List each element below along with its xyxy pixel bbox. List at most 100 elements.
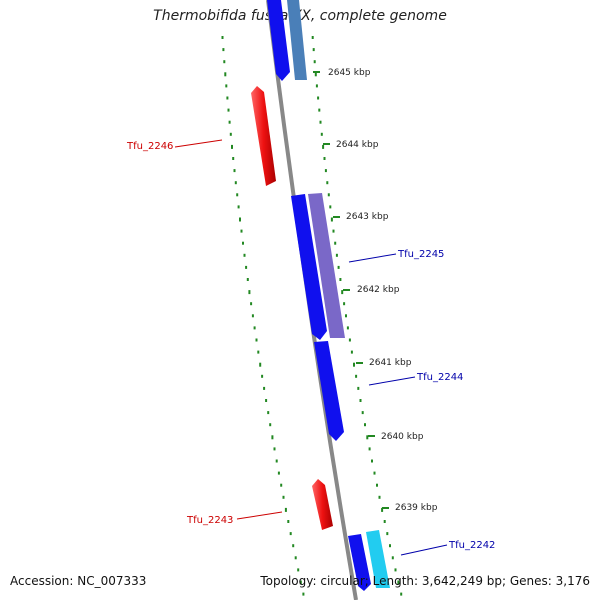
- track-dot: [381, 507, 384, 512]
- track-dot: [297, 568, 300, 572]
- track-dot: [231, 144, 233, 149]
- gene-arrow-tfu-2244[interactable]: [314, 341, 344, 441]
- track-dot: [311, 36, 314, 39]
- track-dot: [357, 386, 360, 390]
- track-dot: [246, 278, 249, 281]
- track-dot: [322, 144, 325, 149]
- gene-labels: Tfu_2246 Tfu_2243 Tfu_2245 Tfu_2244 Tfu_…: [126, 141, 495, 551]
- track-dot: [330, 217, 333, 222]
- track-dot: [229, 132, 232, 136]
- gene-label-tfu-2244[interactable]: Tfu_2244: [416, 372, 463, 383]
- scale-tick-marks: [313, 71, 389, 509]
- track-dot: [397, 580, 400, 585]
- track-dot: [341, 290, 344, 295]
- track-dot: [292, 544, 295, 548]
- track-dot: [250, 302, 253, 306]
- track-dot: [253, 326, 256, 330]
- scale-tick-label: 2644 kbp: [336, 140, 379, 150]
- track-dot: [335, 253, 338, 257]
- scale-tick-label: 2640 kbp: [381, 432, 424, 442]
- forward-genes: [267, 0, 390, 591]
- track-dot: [334, 241, 337, 245]
- track-dot: [302, 592, 305, 596]
- track-dot: [267, 411, 270, 415]
- gene-label-tfu-2245[interactable]: Tfu_2245: [397, 249, 444, 260]
- track-dot: [237, 205, 240, 209]
- track-dot: [255, 338, 258, 342]
- track-dot: [263, 386, 266, 390]
- gene-label-tfu-2242[interactable]: Tfu_2242: [448, 540, 495, 551]
- track-dot: [324, 169, 327, 173]
- genome-summary-text: Topology: circular; Length: 3,642,249 bp…: [260, 574, 590, 588]
- track-dot: [248, 290, 251, 295]
- track-dot: [245, 265, 248, 269]
- track-dot: [386, 532, 389, 536]
- track-dot: [383, 520, 386, 523]
- track-dot: [312, 48, 315, 52]
- track-dot: [394, 568, 397, 572]
- track-dot: [243, 253, 246, 257]
- track-dot: [378, 495, 381, 499]
- gene-arrow-1[interactable]: [267, 0, 290, 81]
- track-dot: [257, 350, 260, 354]
- track-dot: [319, 120, 322, 124]
- track-dot: [400, 592, 403, 596]
- track-dot: [314, 72, 317, 77]
- gene-arrow-7[interactable]: [366, 530, 390, 588]
- track-dot: [343, 302, 346, 306]
- reverse-genes: [251, 86, 333, 530]
- track-dot: [361, 411, 364, 415]
- track-dot: [364, 423, 366, 427]
- track-dot: [280, 483, 283, 487]
- gene-arrow-tfu-2243[interactable]: [312, 479, 333, 530]
- gene-label-tfu-2246[interactable]: Tfu_2246: [126, 141, 173, 152]
- track-dot: [226, 96, 229, 100]
- track-dot: [232, 157, 235, 160]
- track-dot: [323, 157, 326, 160]
- scale-tick-label: 2643 kbp: [346, 212, 389, 222]
- gene-arrow-tfu-2242[interactable]: [348, 534, 371, 591]
- gene-arrow-2[interactable]: [287, 0, 307, 80]
- scale-tick-labels: 2645 kbp 2644 kbp 2643 kbp 2642 kbp 2641…: [328, 68, 438, 513]
- scale-tick-label: 2639 kbp: [395, 503, 438, 513]
- track-dot: [234, 181, 237, 185]
- track-dot: [223, 60, 226, 64]
- track-dot: [373, 471, 376, 475]
- track-dot: [239, 217, 241, 222]
- track-dot: [261, 374, 264, 378]
- track-dot: [359, 399, 362, 402]
- track-dot: [317, 96, 320, 100]
- scale-tick-label: 2642 kbp: [357, 285, 400, 295]
- gene-arrow-tfu-2246[interactable]: [251, 86, 276, 186]
- track-dot: [236, 193, 239, 197]
- track-dot: [345, 314, 347, 318]
- track-dot: [371, 459, 373, 463]
- track-dot: [332, 229, 335, 233]
- track-dot: [240, 229, 243, 233]
- track-dot: [269, 423, 272, 427]
- gene-label-tfu-2243[interactable]: Tfu_2243: [186, 515, 233, 526]
- track-dot: [275, 459, 278, 463]
- track-dot: [294, 556, 297, 560]
- track-dot: [289, 532, 292, 536]
- scale-tick-label: 2645 kbp: [328, 68, 371, 78]
- track-dot: [348, 338, 351, 342]
- track-dot: [228, 120, 231, 124]
- reverse-track-dots: [221, 36, 305, 596]
- track-dot: [227, 108, 230, 112]
- track-dot: [299, 580, 302, 585]
- track-dot: [251, 314, 254, 318]
- track-dot: [329, 205, 332, 209]
- track-dot: [287, 520, 290, 523]
- track-dot: [277, 471, 280, 475]
- gene-arrow-4[interactable]: [308, 193, 345, 338]
- track-dot: [353, 362, 355, 367]
- track-dot: [222, 48, 225, 52]
- track-dot: [233, 169, 236, 173]
- gene-arrow-tfu-2245[interactable]: [291, 194, 327, 340]
- track-dot: [259, 362, 262, 367]
- track-dot: [368, 447, 371, 451]
- track-dot: [242, 241, 244, 245]
- track-dot: [366, 435, 369, 440]
